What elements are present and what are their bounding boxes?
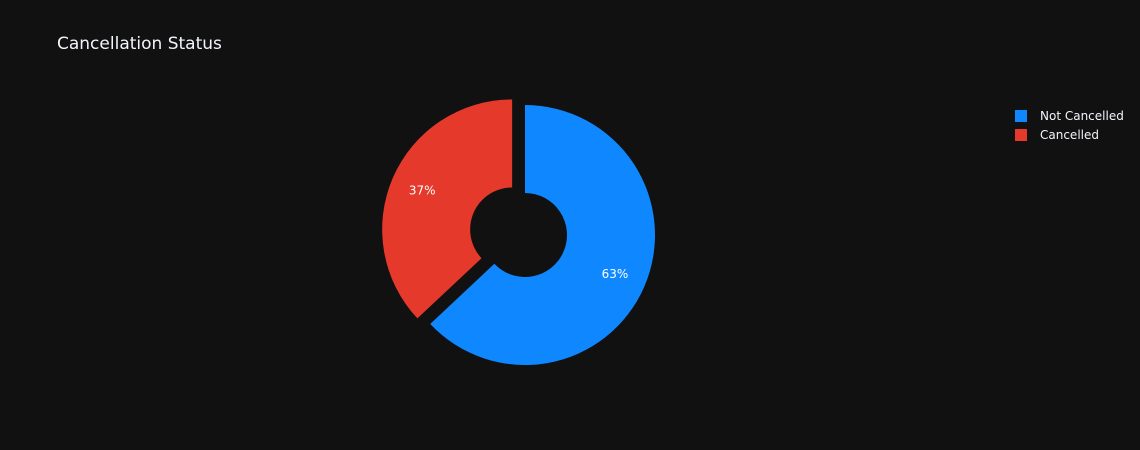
slice-label-cancelled: 37% <box>409 184 436 198</box>
legend-item-cancelled[interactable]: Cancelled <box>1015 125 1124 144</box>
legend-item-not-cancelled[interactable]: Not Cancelled <box>1015 106 1124 125</box>
legend: Not Cancelled Cancelled <box>1015 106 1124 144</box>
pie-slice-not-cancelled[interactable] <box>430 105 656 366</box>
pie-slice-cancelled[interactable] <box>382 99 513 319</box>
chart-title: Cancellation Status <box>57 34 222 54</box>
legend-swatch-not-cancelled <box>1015 109 1027 122</box>
slice-label-not-cancelled: 63% <box>602 267 629 281</box>
legend-swatch-cancelled <box>1015 128 1027 141</box>
legend-label-not-cancelled: Not Cancelled <box>1040 108 1124 123</box>
legend-label-cancelled: Cancelled <box>1040 127 1099 142</box>
